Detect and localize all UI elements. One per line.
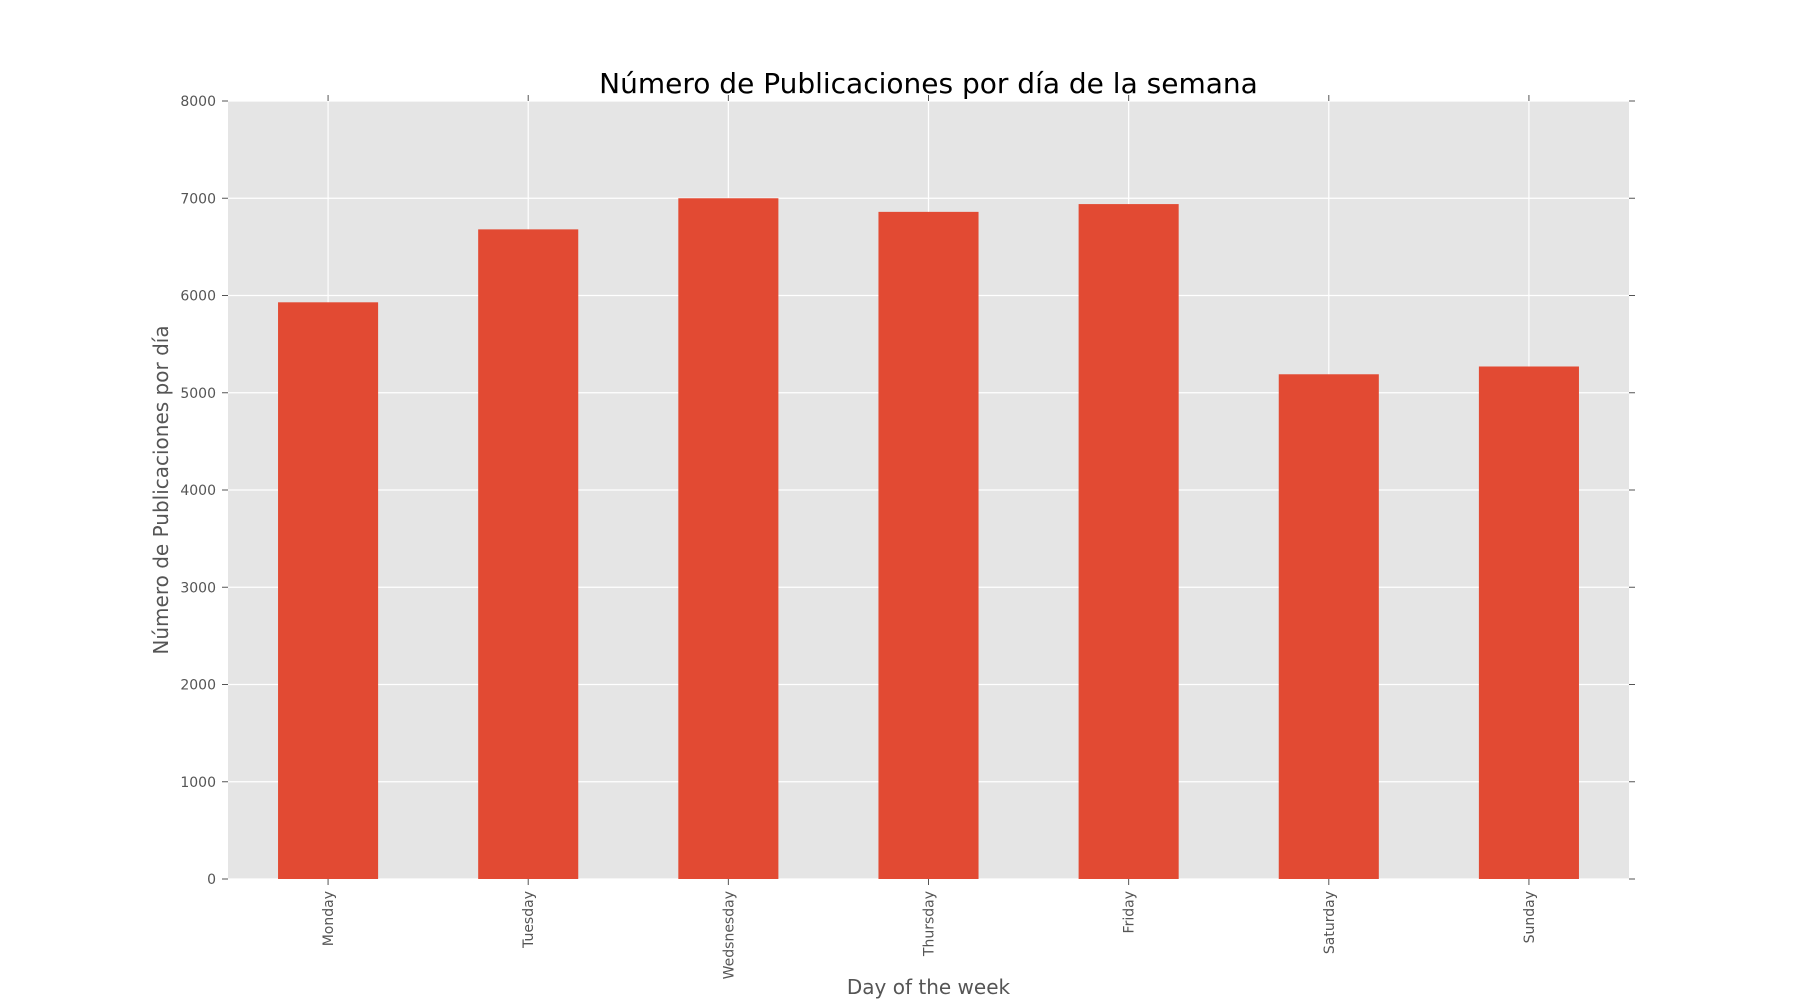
bar-friday — [1078, 204, 1179, 879]
y-tick-label: 6000 — [180, 289, 216, 305]
chart-title: Número de Publicaciones por día de la se… — [599, 67, 1258, 100]
y-tick-label: 5000 — [180, 386, 216, 402]
y-tick-label: 1000 — [180, 775, 216, 791]
tick-labels: 0 1000 2000 3000 4000 5000 6000 7000 8000 Monday T… — [180, 94, 1538, 979]
y-tick-label: 0 — [207, 872, 216, 888]
y-axis-label: Número de Publicaciones por día — [149, 325, 173, 654]
bar-thursday — [878, 211, 979, 880]
bar-sunday — [1478, 366, 1579, 879]
x-axis-label: Day of the week — [847, 975, 1011, 999]
bar-monday — [278, 302, 379, 879]
y-tick-label: 3000 — [180, 580, 216, 596]
x-tick-label: Friday — [1122, 891, 1138, 933]
x-tick-label: Tuesday — [521, 891, 537, 949]
bar-wedsnesday — [678, 198, 779, 879]
x-tick-label: Thursday — [922, 891, 938, 957]
y-tick-label: 7000 — [180, 191, 216, 207]
y-tick-label: 4000 — [180, 483, 216, 499]
x-tick-label: Sunday — [1522, 891, 1538, 943]
tick-marks — [222, 95, 1635, 885]
x-tick-label: Monday — [321, 891, 337, 946]
bar-tuesday — [478, 229, 579, 879]
bars — [278, 198, 1579, 880]
y-tick-label: 2000 — [180, 678, 216, 694]
x-tick-label: Wedsnesday — [721, 891, 737, 979]
x-tick-label: Saturday — [1322, 891, 1338, 954]
bar-saturday — [1278, 374, 1379, 879]
y-tick-label: 8000 — [180, 94, 216, 110]
